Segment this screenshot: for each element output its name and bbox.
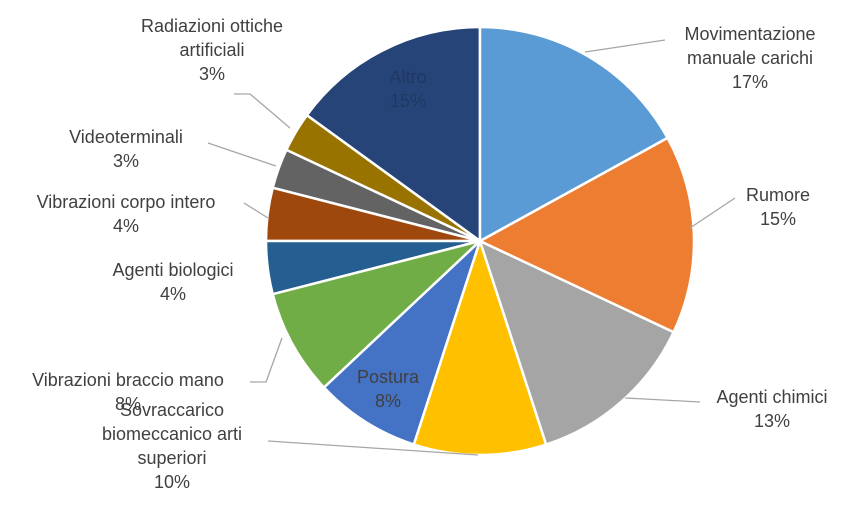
category-label: Movimentazione manuale carichi xyxy=(684,24,816,68)
category-label: Sovraccarico biomeccanico arti superiori xyxy=(101,400,243,468)
category-label: Rumore xyxy=(745,185,811,205)
category-label: Agenti biologici xyxy=(112,260,234,280)
value-label: 4% xyxy=(112,216,139,236)
slice-label: Altro 15% xyxy=(368,65,448,113)
value-label: 13% xyxy=(753,411,791,431)
leader-line xyxy=(250,337,283,383)
leader-line xyxy=(267,440,479,456)
slice xyxy=(478,25,670,244)
slice-label: Rumore 15% xyxy=(728,183,828,231)
category-label: Videoterminali xyxy=(69,127,183,147)
value-label: 3% xyxy=(112,151,139,171)
leader-line xyxy=(243,202,269,219)
category-label: Vibrazioni braccio mano xyxy=(32,370,224,390)
slice-label: Videoterminali 3% xyxy=(41,125,211,173)
slice xyxy=(477,136,696,334)
slice-label: Vibrazioni corpo intero 4% xyxy=(1,190,251,238)
value-label: 15% xyxy=(759,209,797,229)
category-label: Vibrazioni corpo intero xyxy=(36,192,216,212)
leader-line xyxy=(234,93,291,129)
value-label: 4% xyxy=(159,284,186,304)
slice-label: Agenti biologici 4% xyxy=(88,258,258,306)
value-label: 15% xyxy=(389,91,427,111)
slice-label: Radiazioni ottiche artificiali 3% xyxy=(117,14,307,86)
leader-line xyxy=(624,397,701,403)
value-label: 8% xyxy=(374,391,401,411)
slice xyxy=(271,239,481,390)
slice-label: Sovraccarico biomeccanico arti superiori… xyxy=(85,398,260,494)
slice-label: Vibrazioni braccio mano 8% xyxy=(3,368,253,416)
slice xyxy=(412,236,548,457)
category-label: Altro xyxy=(389,67,427,87)
slice xyxy=(477,238,676,447)
category-label: Agenti chimici xyxy=(716,387,828,407)
value-label: 3% xyxy=(198,64,225,84)
leader-line xyxy=(689,197,736,229)
value-label: 8% xyxy=(114,394,141,414)
leader-line xyxy=(584,39,666,53)
slice-label: Movimentazione manuale carichi 17% xyxy=(655,22,845,94)
leader-line xyxy=(207,142,277,167)
slice-label: Postura 8% xyxy=(338,365,438,413)
leader-lines xyxy=(207,39,736,456)
category-label: Radiazioni ottiche artificiali xyxy=(140,16,284,60)
category-label: Postura xyxy=(356,367,420,387)
slice xyxy=(322,240,482,447)
slice-label: Agenti chimici 13% xyxy=(702,385,842,433)
value-label: 17% xyxy=(731,72,769,92)
slice xyxy=(305,25,482,244)
value-label: 10% xyxy=(153,472,191,492)
